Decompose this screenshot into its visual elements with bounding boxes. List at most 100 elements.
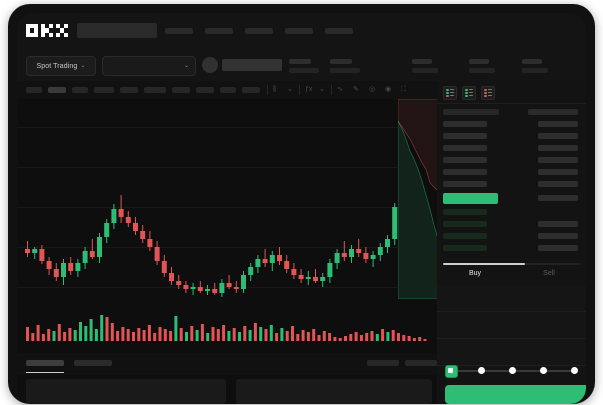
slider-step-75[interactable] xyxy=(540,367,547,374)
spot-trading-label: Spot Trading xyxy=(36,62,78,70)
orderbook-ask-row[interactable] xyxy=(443,169,487,175)
orderbook-mode-bids[interactable] xyxy=(462,86,476,100)
stat-volume-24h xyxy=(522,59,548,73)
timeframe-2[interactable] xyxy=(48,87,66,93)
order-total-field[interactable] xyxy=(437,339,586,366)
order-price-field[interactable] xyxy=(437,285,586,312)
tab-sell[interactable]: Sell xyxy=(543,270,555,277)
candles-series xyxy=(25,195,437,297)
last-price-display xyxy=(222,59,282,71)
orderbook-column-header-amount xyxy=(528,109,578,115)
magnet-icon[interactable]: ◎ xyxy=(369,86,376,93)
chart-type-chevron-icon[interactable]: ⌄ xyxy=(287,86,293,93)
timeframe-9[interactable] xyxy=(220,87,236,93)
nav-item-4[interactable] xyxy=(285,28,313,34)
orderbook-column-header-price xyxy=(443,109,499,115)
nav-item-1[interactable] xyxy=(165,28,193,34)
line-tool-icon[interactable]: ∿ xyxy=(337,86,343,93)
orderbook-ask-row[interactable] xyxy=(443,181,487,187)
bottom-panels xyxy=(17,375,437,404)
bottom-panel-right[interactable] xyxy=(236,379,432,404)
orderbook-ask-amount xyxy=(538,145,578,151)
buy-sell-tabs: Buy Sell xyxy=(437,267,586,283)
orderbook-ask-amount xyxy=(538,169,578,175)
timeframe-6[interactable] xyxy=(144,87,166,93)
orderbook-mode-asks[interactable] xyxy=(481,86,495,100)
volume-series xyxy=(26,315,427,341)
orderbook-ask-row[interactable] xyxy=(443,157,487,163)
coin-avatar xyxy=(202,57,218,73)
timeframe-7[interactable] xyxy=(172,87,190,93)
orderbook-bid-amount xyxy=(538,245,578,251)
indicators-chevron-icon[interactable]: ⌄ xyxy=(319,86,325,93)
app-header xyxy=(17,13,586,49)
candlestick-type-icon[interactable]: ⫼ xyxy=(273,86,277,93)
order-amount-field[interactable] xyxy=(437,312,586,339)
orderbook-ask-amount xyxy=(538,157,578,163)
orderbook-ask-amount xyxy=(538,181,578,187)
bottom-action-2[interactable] xyxy=(405,360,437,366)
orderbook-bid-row[interactable] xyxy=(443,221,487,227)
chevron-down-icon: ⌄ xyxy=(183,63,189,69)
orderbook-bid-row[interactable] xyxy=(443,233,487,239)
orderbook-ask-amount xyxy=(538,121,578,127)
nav-item-3[interactable] xyxy=(245,28,273,34)
depth-chart[interactable] xyxy=(398,99,443,299)
orderbook-ask-amount xyxy=(538,133,578,139)
orderbook-bid-amount xyxy=(538,221,578,227)
chevron-down-icon: ⌄ xyxy=(80,63,86,69)
search-input[interactable] xyxy=(77,23,157,38)
spot-trading-dropdown[interactable]: Spot Trading ⌄ xyxy=(26,56,96,76)
slider-handle[interactable] xyxy=(445,365,458,378)
orderbook-ask-row[interactable] xyxy=(443,133,487,139)
bottom-panel-left[interactable] xyxy=(26,379,226,404)
timeframe-8[interactable] xyxy=(196,87,214,93)
indicators-icon[interactable]: ƒx xyxy=(305,86,313,93)
trade-panel: Buy Sell xyxy=(437,261,586,404)
timeframe-5[interactable] xyxy=(120,87,138,93)
fullscreen-icon[interactable]: ⛶ xyxy=(401,86,406,93)
stat-low-24h xyxy=(469,59,495,73)
depth-series xyxy=(398,99,443,299)
bottom-action-1[interactable] xyxy=(367,360,399,366)
orderbook-ask-row[interactable] xyxy=(443,121,487,127)
nav-item-5[interactable] xyxy=(325,28,353,34)
timeframe-10[interactable] xyxy=(242,87,260,93)
place-buy-order-button[interactable] xyxy=(445,385,586,404)
tablet-device-frame: Spot Trading ⌄ ⌄ xyxy=(8,4,595,404)
order-book-mode-group xyxy=(443,86,495,100)
orderbook-ask-row[interactable] xyxy=(443,145,487,151)
timeframe-1[interactable] xyxy=(26,87,42,93)
chart-toolbar: ⫼ ⌄ ƒx ⌄ ∿ ✎ ◎ ◉ ⛶ xyxy=(17,81,437,99)
orderbook-last-price xyxy=(443,193,498,204)
nav-item-2[interactable] xyxy=(205,28,233,34)
candlestick-chart[interactable] xyxy=(17,99,437,299)
app-screen: Spot Trading ⌄ ⌄ xyxy=(17,13,586,404)
eye-icon[interactable]: ◉ xyxy=(385,86,392,93)
stat-high-24h xyxy=(412,59,438,73)
orderbook-last-amount xyxy=(538,195,578,201)
active-tab-indicator xyxy=(26,372,64,373)
market-bar: Spot Trading ⌄ ⌄ xyxy=(17,49,586,81)
pencil-icon[interactable]: ✎ xyxy=(353,86,359,93)
stat-last-price xyxy=(289,59,319,73)
stat-change xyxy=(330,59,360,73)
orderbook-mode-both[interactable] xyxy=(443,86,457,100)
panel-scrollbar-thumb[interactable] xyxy=(443,263,525,265)
amount-percent-slider[interactable] xyxy=(445,365,580,378)
slider-step-100[interactable] xyxy=(571,367,578,374)
trading-pair-select[interactable]: ⌄ xyxy=(102,56,196,76)
timeframe-4[interactable] xyxy=(94,87,114,93)
bottom-tab-order-history[interactable] xyxy=(74,360,112,366)
slider-step-25[interactable] xyxy=(478,367,485,374)
orderbook-bid-row[interactable] xyxy=(443,245,487,251)
okx-logo[interactable] xyxy=(26,24,68,37)
tab-buy[interactable]: Buy xyxy=(468,270,482,277)
orderbook-bid-amount xyxy=(538,233,578,239)
timeframe-3[interactable] xyxy=(72,87,88,93)
bottom-tab-open-orders[interactable] xyxy=(26,360,64,366)
bottom-tab-bar xyxy=(17,353,437,375)
orderbook-bid-row[interactable] xyxy=(443,209,487,215)
slider-step-50[interactable] xyxy=(509,367,516,374)
